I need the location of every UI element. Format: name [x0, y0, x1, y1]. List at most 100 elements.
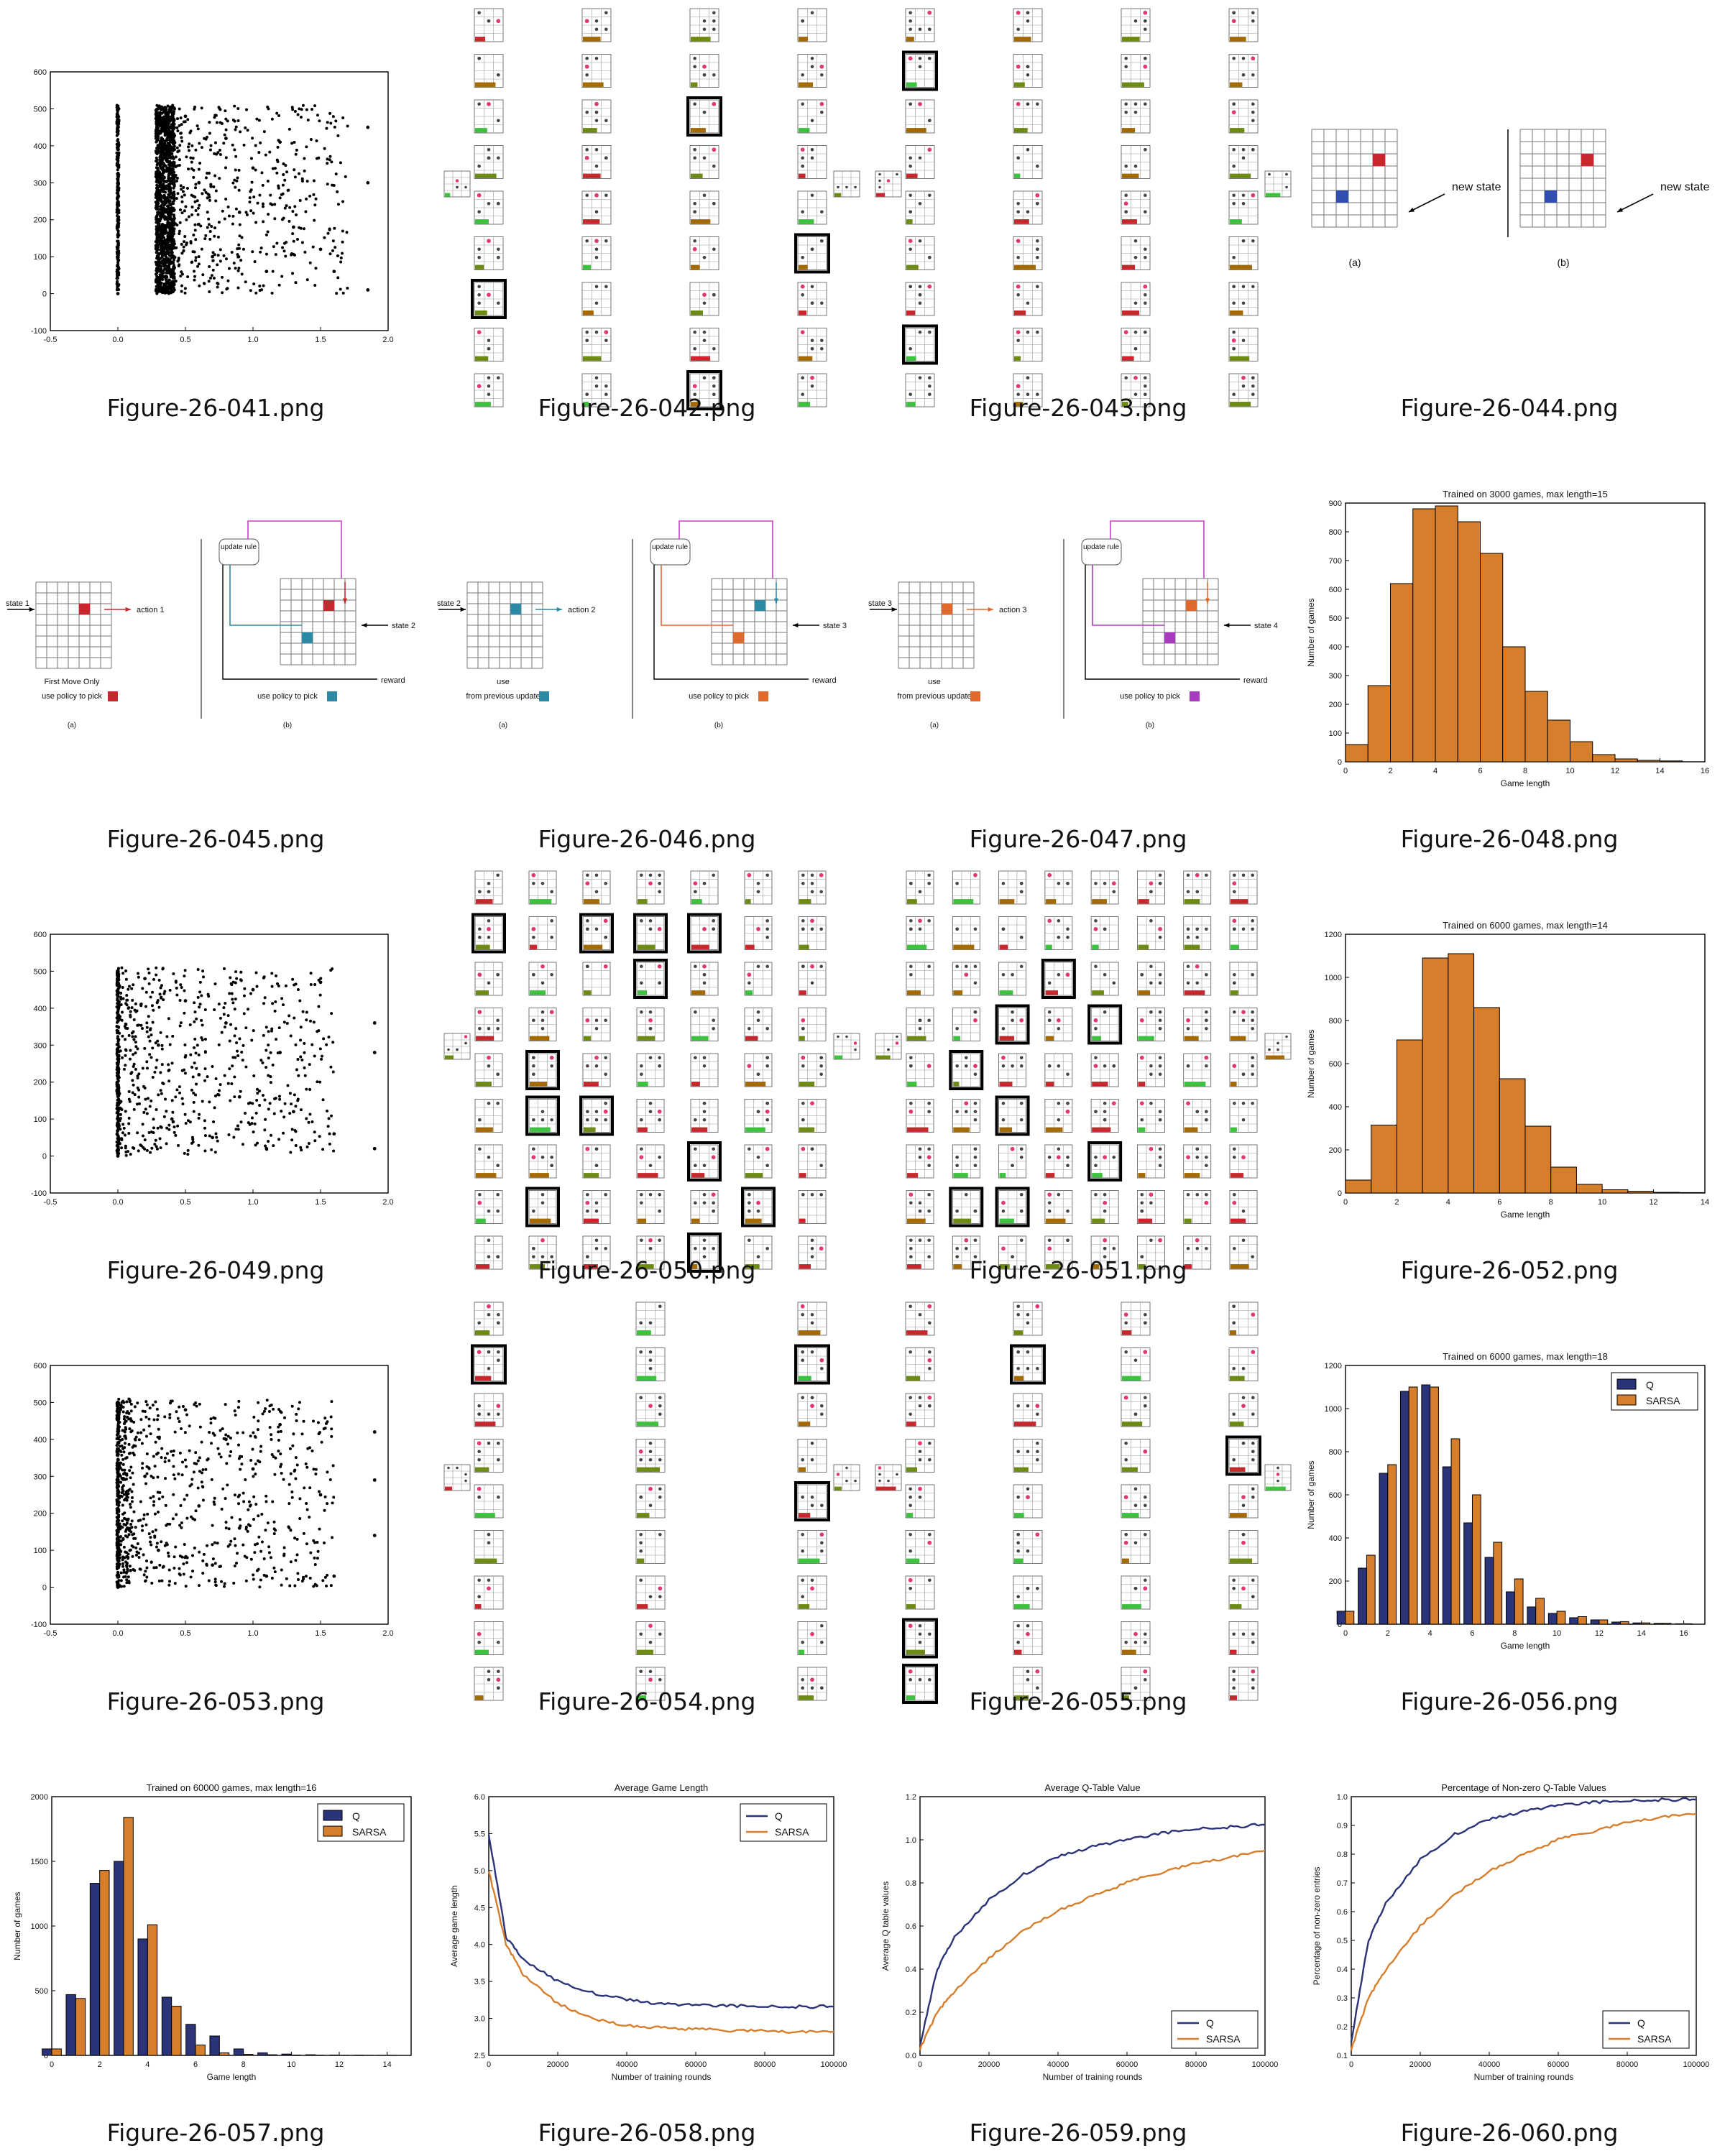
board [1264, 170, 1292, 198]
data-point [177, 1144, 180, 1148]
data-point [321, 1098, 325, 1102]
data-point [155, 225, 158, 229]
board-piece [918, 285, 922, 289]
data-point [323, 147, 326, 150]
data-point [249, 992, 252, 995]
data-point [170, 256, 173, 259]
data-point [236, 119, 240, 122]
figure-cell[interactable]: Figure-26-043.png [862, 0, 1294, 431]
data-point [162, 992, 166, 995]
data-point [256, 1092, 259, 1095]
data-point [291, 232, 295, 236]
x-tick-label: 6 [1478, 767, 1482, 775]
data-point [223, 1026, 226, 1029]
board [905, 236, 935, 270]
figure-cell[interactable]: state 1 action 1 First Move Only use policy… [0, 431, 431, 862]
data-point [211, 1135, 214, 1140]
data-point [119, 991, 123, 995]
data-point [170, 247, 174, 251]
board-bar [638, 1082, 648, 1087]
board-marker [477, 193, 482, 198]
data-point [216, 263, 219, 267]
figure-cell[interactable]: -0.5 0.0 0.5 1.0 1.5 2.0 -100 0 100 200 300 400 500 6… [0, 862, 431, 1294]
board-piece [765, 918, 769, 923]
data-point [123, 1133, 126, 1137]
board-piece [1251, 147, 1255, 152]
data-point [156, 1126, 160, 1130]
data-point [261, 183, 264, 187]
data-point [209, 183, 213, 187]
data-point [150, 1099, 153, 1102]
board [905, 8, 935, 42]
data-point [314, 267, 318, 270]
figure-cell[interactable]: Figure-26-050.png [431, 862, 862, 1294]
board-marker [549, 1055, 554, 1060]
board [636, 1053, 665, 1087]
board-bar [1122, 219, 1137, 224]
data-point [307, 1141, 310, 1145]
data-point [267, 213, 270, 216]
data-point [277, 114, 281, 117]
figure-cell[interactable]: new state (a) new state (b) Figure-26-044.pn… [1294, 0, 1725, 431]
data-point [206, 211, 209, 214]
data-point [214, 189, 218, 193]
data-point [251, 987, 255, 992]
figure-cell[interactable]: Figure-26-042.png [431, 0, 862, 431]
figure-cell[interactable]: -0.5 0.0 0.5 1.0 1.5 2.0 -100 0 100 200 300 400 500 6… [0, 0, 431, 431]
data-point [117, 1005, 121, 1008]
data-point [256, 1141, 259, 1145]
data-point [196, 213, 200, 216]
data-point [172, 190, 176, 194]
board-marker [487, 101, 491, 106]
data-point [330, 160, 334, 164]
board [474, 54, 504, 88]
data-point [124, 1064, 127, 1067]
data-point [264, 270, 269, 274]
data-point [329, 121, 333, 125]
board-piece [497, 301, 500, 305]
data-point [280, 997, 284, 1000]
board-piece [640, 1010, 643, 1014]
board-piece [1026, 147, 1030, 152]
data-point [201, 1100, 204, 1103]
board-bar [1122, 264, 1136, 270]
figure-cell[interactable]: state 3 action 3 use from previous update (a… [862, 431, 1294, 862]
data-point [263, 1098, 267, 1102]
data-point [290, 106, 294, 109]
data-point [193, 107, 196, 111]
data-point [254, 221, 258, 224]
figure-cell[interactable]: 0 2 4 6 8 10 12 14 16 0 100 200 300 400 500 600 700 800 90… [1294, 431, 1725, 862]
data-point [160, 248, 163, 252]
data-point [183, 291, 187, 295]
board-piece [756, 1010, 760, 1014]
data-point [292, 1110, 295, 1114]
board-piece [878, 179, 881, 183]
data-point [270, 1027, 274, 1031]
data-point [119, 1003, 123, 1006]
data-point [204, 190, 208, 194]
data-point [132, 1107, 136, 1111]
data-point [157, 280, 161, 284]
board-bar [584, 1036, 592, 1041]
data-point [184, 205, 188, 208]
data-point [130, 1031, 134, 1035]
data-point [189, 129, 193, 133]
data-point [233, 1075, 236, 1079]
data-point [300, 177, 304, 180]
data-point [254, 144, 257, 147]
data-point [171, 201, 175, 204]
data-point [116, 168, 119, 172]
board-piece [1144, 19, 1147, 23]
board-piece [1285, 172, 1288, 176]
data-point [366, 180, 370, 185]
data-point [120, 1138, 124, 1141]
data-point [231, 214, 235, 218]
figure-cell[interactable]: state 2 action 2 use from previous update (a… [431, 431, 862, 862]
data-point [332, 183, 336, 187]
data-point [201, 192, 204, 195]
bar [1660, 760, 1683, 763]
board-piece [1144, 292, 1147, 297]
data-point [163, 217, 167, 221]
data-point [172, 1125, 176, 1129]
data-point [116, 280, 119, 283]
